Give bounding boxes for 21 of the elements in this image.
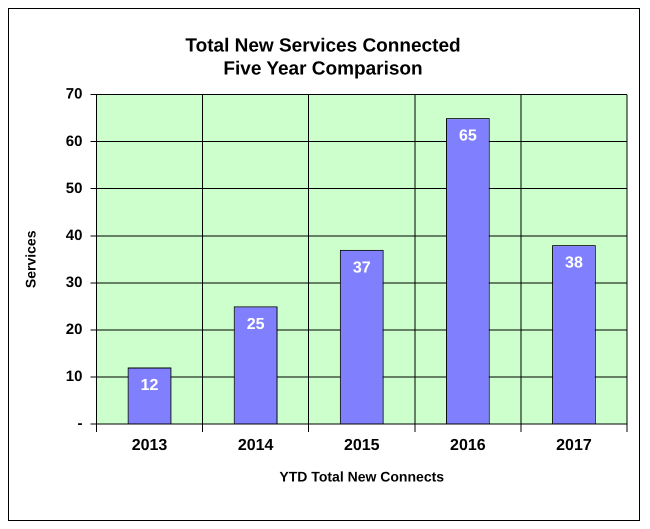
y-tick-label: 30 [66,274,82,291]
y-tick-label: 70 [66,86,82,103]
chart-title: Total New Services Connected Five Year Comparison [185,36,461,80]
data-label: 37 [352,259,371,276]
data-label: 25 [246,316,265,333]
y-tick-label: 20 [66,321,82,338]
x-axis-title: YTD Total New Connects [279,468,444,484]
y-tick-label: 10 [66,368,82,386]
x-tick-label: 2017 [556,437,592,454]
x-tick-label: 2013 [132,437,168,454]
y-tick-label: - [77,415,82,432]
y-tick-label: 50 [66,180,82,197]
x-tick-label: 2015 [344,437,380,454]
data-label: 12 [140,376,159,394]
x-tick-label: 2016 [450,437,486,454]
data-label: 38 [565,254,583,272]
data-label: 65 [458,128,477,145]
y-axis-title: Services [22,230,38,288]
x-tick-label: 2014 [238,437,274,454]
y-tick-label: 40 [66,226,82,244]
y-tick-label: 60 [66,132,82,150]
